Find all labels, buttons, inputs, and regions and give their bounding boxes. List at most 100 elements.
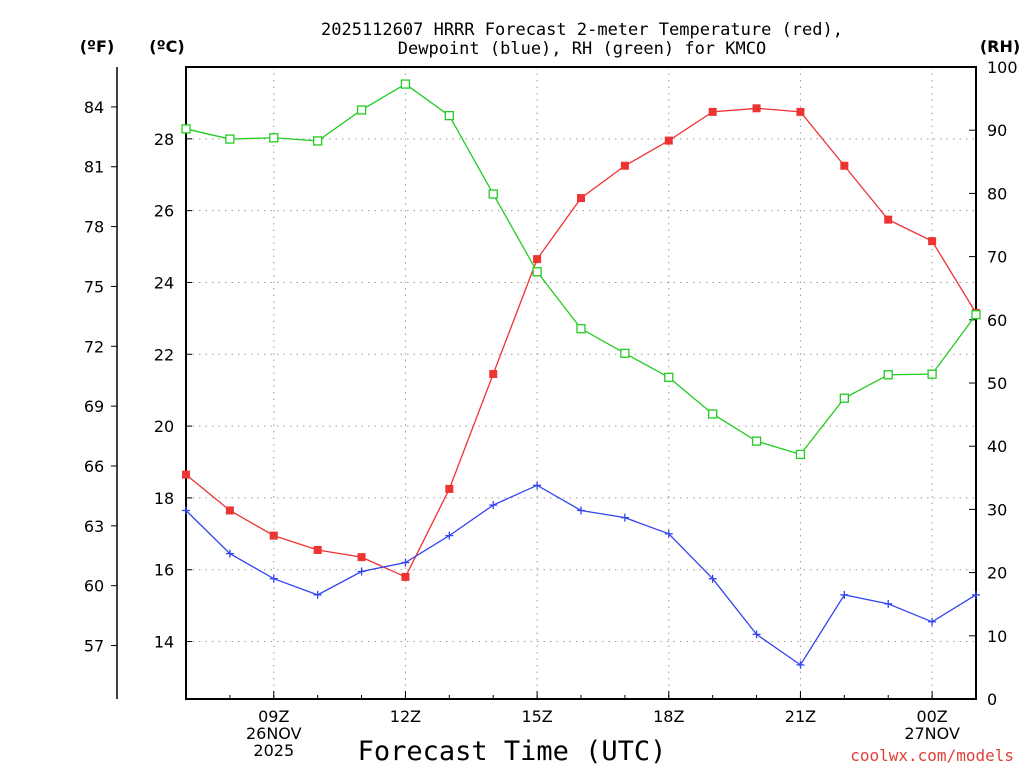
data-point	[796, 660, 805, 669]
rh-tick-label: 90	[987, 121, 1007, 140]
data-point	[444, 111, 454, 121]
celsius-unit-label: (ºC)	[149, 37, 184, 56]
data-point	[928, 237, 937, 246]
data-point	[401, 558, 410, 567]
data-point	[751, 436, 762, 446]
fahrenheit-tick-label: 57	[84, 637, 104, 656]
data-point	[883, 370, 893, 380]
celsius-tick-label: 16	[154, 561, 174, 580]
data-point	[795, 449, 806, 460]
x-tick-label: 2025	[253, 741, 294, 760]
data-point	[664, 136, 673, 145]
data-point	[357, 567, 366, 576]
data-point	[620, 161, 629, 170]
rh-tick-label: 60	[987, 311, 1007, 330]
fahrenheit-tick-label: 66	[84, 457, 104, 476]
credit-text: coolwx.com/models	[850, 746, 1014, 765]
celsius-tick-label: 24	[154, 273, 174, 292]
data-point	[577, 506, 585, 515]
data-point	[269, 574, 278, 583]
rh-tick-label: 30	[987, 500, 1007, 519]
x-axis-label: Forecast Time (UTC)	[358, 736, 667, 767]
rh-unit-label: (RH)	[980, 37, 1020, 56]
x-tick-label: 00Z	[916, 707, 947, 726]
fahrenheit-unit-label: (ºF)	[80, 37, 115, 56]
chart-title-line-2: Dewpoint (blue), RH (green) for KMCO	[398, 39, 766, 59]
data-point	[664, 529, 673, 538]
data-point	[445, 484, 454, 493]
data-point	[840, 161, 849, 170]
rh-tick-label: 40	[987, 437, 1007, 456]
data-point	[927, 369, 937, 379]
data-point	[533, 481, 542, 490]
series-dewpoint	[182, 481, 980, 669]
series-line	[185, 83, 977, 456]
rh-tick-label: 100	[987, 58, 1018, 77]
data-point	[225, 134, 235, 144]
fahrenheit-tick-label: 84	[84, 98, 104, 117]
rh-tick-label: 20	[987, 564, 1007, 583]
rh-tick-label: 0	[987, 690, 997, 709]
celsius-tick-label: 18	[154, 489, 174, 508]
x-tick-label: 26NOV	[246, 724, 302, 743]
series-layer	[181, 79, 981, 669]
data-point	[225, 549, 234, 558]
data-point	[971, 310, 981, 320]
celsius-tick-label: 28	[154, 130, 174, 149]
data-point	[313, 590, 322, 599]
data-point	[708, 574, 717, 583]
x-tick-label: 12Z	[390, 707, 421, 726]
rh-tick-label: 50	[987, 374, 1007, 393]
data-point	[839, 393, 849, 403]
data-point	[313, 545, 322, 554]
plot-frame	[185, 66, 977, 700]
data-point	[225, 506, 234, 515]
data-point	[182, 470, 190, 479]
data-point	[356, 105, 367, 115]
data-point	[620, 513, 629, 522]
axes-layer: 57 60 63 66 69 72 75 78 81 84 14 16 18 20 22 24 26 28 0 10 2…	[84, 58, 1018, 760]
data-point	[269, 133, 279, 143]
x-tick-label: 09Z	[258, 707, 289, 726]
fahrenheit-tick-label: 75	[84, 277, 104, 296]
data-point	[752, 630, 761, 639]
data-point	[488, 189, 498, 199]
data-point	[577, 194, 585, 203]
data-point	[928, 617, 937, 626]
grid-layer	[186, 67, 976, 699]
data-point	[796, 107, 805, 116]
x-tick-label: 27NOV	[904, 724, 960, 743]
fahrenheit-tick-label: 72	[84, 337, 104, 356]
rh-tick-label: 10	[987, 627, 1007, 646]
data-point	[884, 599, 893, 608]
data-point	[708, 107, 717, 116]
x-tick-label: 21Z	[785, 707, 816, 726]
data-point	[708, 409, 718, 419]
rh-tick-label: 80	[987, 184, 1007, 203]
celsius-tick-label: 22	[154, 345, 174, 364]
data-point	[532, 267, 542, 277]
data-point	[445, 531, 454, 540]
data-point	[489, 370, 498, 379]
data-point	[884, 215, 893, 224]
data-point	[401, 572, 410, 581]
fahrenheit-tick-label: 81	[84, 158, 104, 177]
fahrenheit-tick-label: 78	[84, 218, 104, 237]
celsius-tick-label: 20	[154, 417, 174, 436]
data-point	[313, 136, 323, 146]
data-point	[664, 372, 674, 382]
fahrenheit-tick-label: 69	[84, 397, 104, 416]
rh-tick-label: 70	[987, 248, 1007, 267]
data-point	[840, 590, 849, 599]
x-tick-label: 15Z	[521, 707, 552, 726]
data-point	[269, 531, 278, 540]
x-tick-label: 18Z	[653, 707, 684, 726]
celsius-tick-label: 26	[154, 202, 174, 221]
data-point	[620, 348, 630, 358]
chart-title-line-1: 2025112607 HRRR Forecast 2-meter Tempera…	[321, 20, 843, 40]
data-point	[972, 590, 980, 599]
data-point	[181, 124, 191, 134]
data-point	[357, 553, 366, 562]
data-point	[400, 79, 411, 89]
